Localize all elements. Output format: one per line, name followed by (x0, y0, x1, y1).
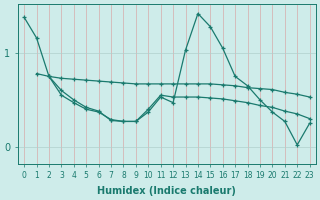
X-axis label: Humidex (Indice chaleur): Humidex (Indice chaleur) (98, 186, 236, 196)
